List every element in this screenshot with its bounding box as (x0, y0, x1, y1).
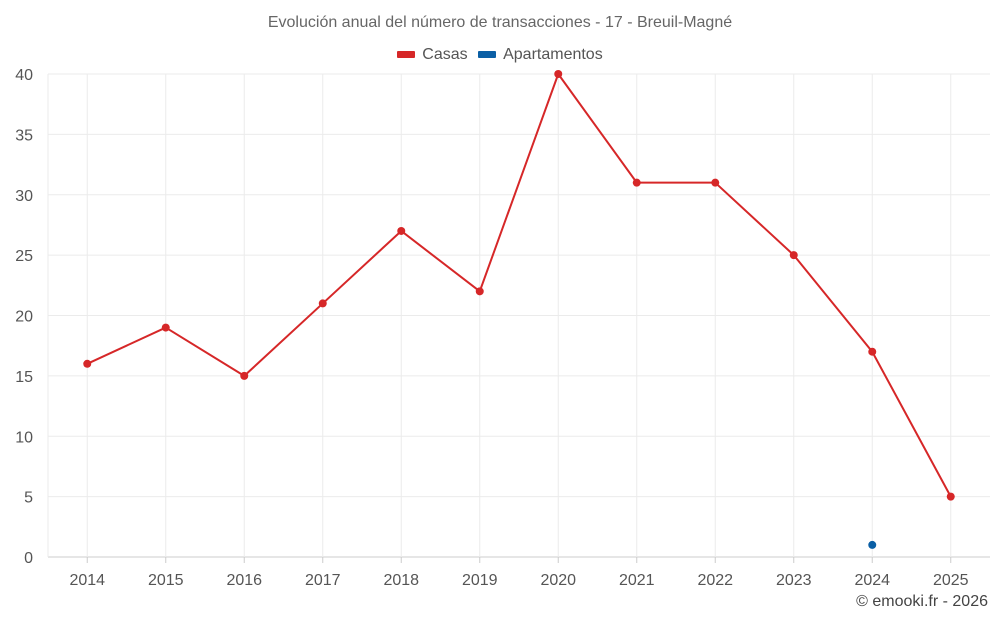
data-point-0 (83, 359, 92, 368)
x-tick-label: 2020 (540, 572, 576, 589)
x-tick-label: 2018 (383, 572, 419, 589)
x-tick-label: 2014 (69, 572, 105, 589)
data-point-0 (318, 299, 327, 308)
y-tick-label: 0 (24, 550, 33, 567)
data-point-0 (632, 178, 641, 187)
x-tick-label: 2019 (462, 572, 498, 589)
x-tick-label: 2021 (619, 572, 655, 589)
x-tick-label: 2025 (933, 572, 969, 589)
legend-swatch-casas (397, 51, 416, 58)
y-tick-label: 20 (15, 309, 33, 326)
data-point-0 (161, 323, 170, 332)
x-tick-label: 2016 (226, 572, 262, 589)
y-tick-label: 25 (15, 248, 33, 265)
data-point-0 (711, 178, 720, 187)
data-point-0 (475, 287, 484, 296)
data-point-0 (946, 492, 955, 501)
y-tick-label: 40 (15, 67, 33, 84)
y-tick-label: 5 (24, 490, 33, 507)
x-tick-label: 2023 (776, 572, 812, 589)
y-tick-label: 15 (15, 369, 33, 386)
credit-text: © emooki.fr - 2026 (856, 593, 988, 610)
series-line-0 (86, 73, 952, 498)
data-point-0 (240, 371, 249, 380)
legend-item-apartamentos[interactable]: Apartamentos (478, 46, 603, 64)
data-point-0 (554, 70, 563, 78)
data-point-1 (868, 540, 877, 549)
legend-item-casas[interactable]: Casas (397, 45, 468, 64)
x-tick-label: 2017 (305, 572, 341, 589)
legend-swatch-apartamentos (478, 51, 497, 58)
x-tick-label: 2022 (697, 572, 733, 589)
x-tick-label: 2015 (148, 572, 184, 589)
y-tick-label: 30 (15, 188, 33, 205)
x-tick-label: 2024 (854, 572, 890, 589)
data-point-0 (397, 226, 406, 235)
legend-label-casas: Casas (422, 45, 468, 63)
data-point-0 (868, 347, 877, 356)
data-point-0 (789, 251, 798, 260)
chart-title: Evolución anual del número de transaccio… (267, 14, 733, 31)
chart-legend: Casas Apartamentos (0, 45, 1000, 64)
y-tick-label: 35 (15, 127, 33, 144)
legend-label-apartamentos: Apartamentos (503, 45, 603, 63)
y-tick-label: 10 (15, 429, 33, 446)
